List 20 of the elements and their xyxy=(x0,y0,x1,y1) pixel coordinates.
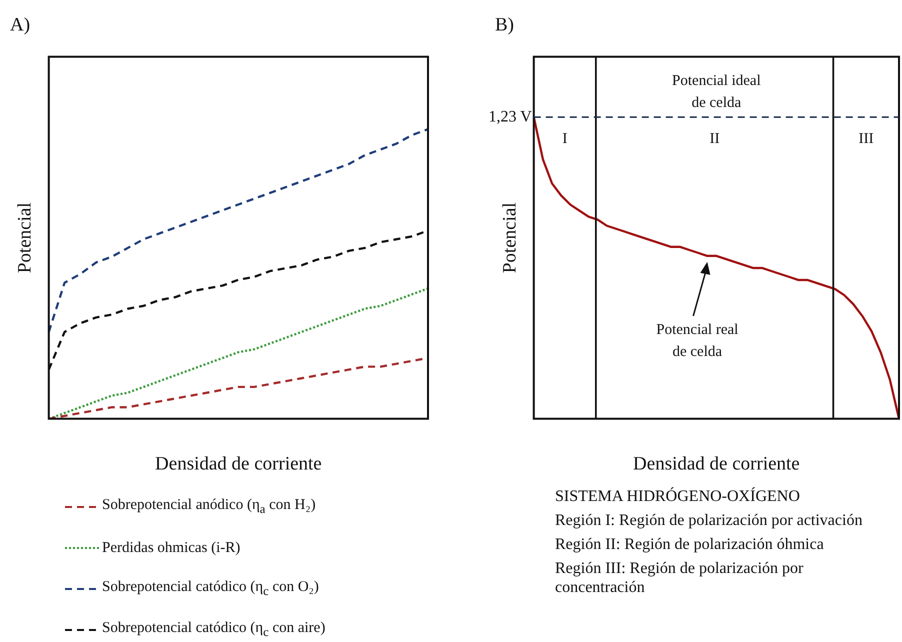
legend-label: Sobrepotencial catódico (η$_{c}$ con O₂) xyxy=(102,579,319,599)
annotation: Potencial ideal de celda xyxy=(672,73,761,112)
legend-label: Sobrepotencial anódico (η$_{a}$ con H₂) xyxy=(102,497,316,517)
annotation: II xyxy=(710,131,720,148)
annotation: Potencial real de celda xyxy=(656,322,738,360)
chart-title: A) xyxy=(10,14,30,36)
text: SISTEMA HIDRÓGENO-OXÍGENO xyxy=(555,487,801,506)
y-axis-title: Potencial xyxy=(499,202,520,274)
x-axis-title: Densidad de corriente xyxy=(155,454,322,475)
annotation: I xyxy=(562,131,568,148)
legend-label: Perdidas ohmicas (i-R) xyxy=(102,540,240,556)
ref-line-label: 1,23 V xyxy=(488,108,532,126)
legend-label: Sobrepotencial catódico (η$_{c}$ con aire) xyxy=(102,620,326,640)
chart-title: B) xyxy=(495,14,514,36)
text: Región I: Región de polarización por activación xyxy=(555,511,864,530)
x-axis-title: Densidad de corriente xyxy=(633,454,800,475)
text: Región II: Región de polarización óhmica xyxy=(555,535,825,554)
text: Región III: Región de polarización por concentración xyxy=(555,559,804,597)
annotation: III xyxy=(858,131,874,148)
y-axis-title: Potencial xyxy=(14,202,36,274)
